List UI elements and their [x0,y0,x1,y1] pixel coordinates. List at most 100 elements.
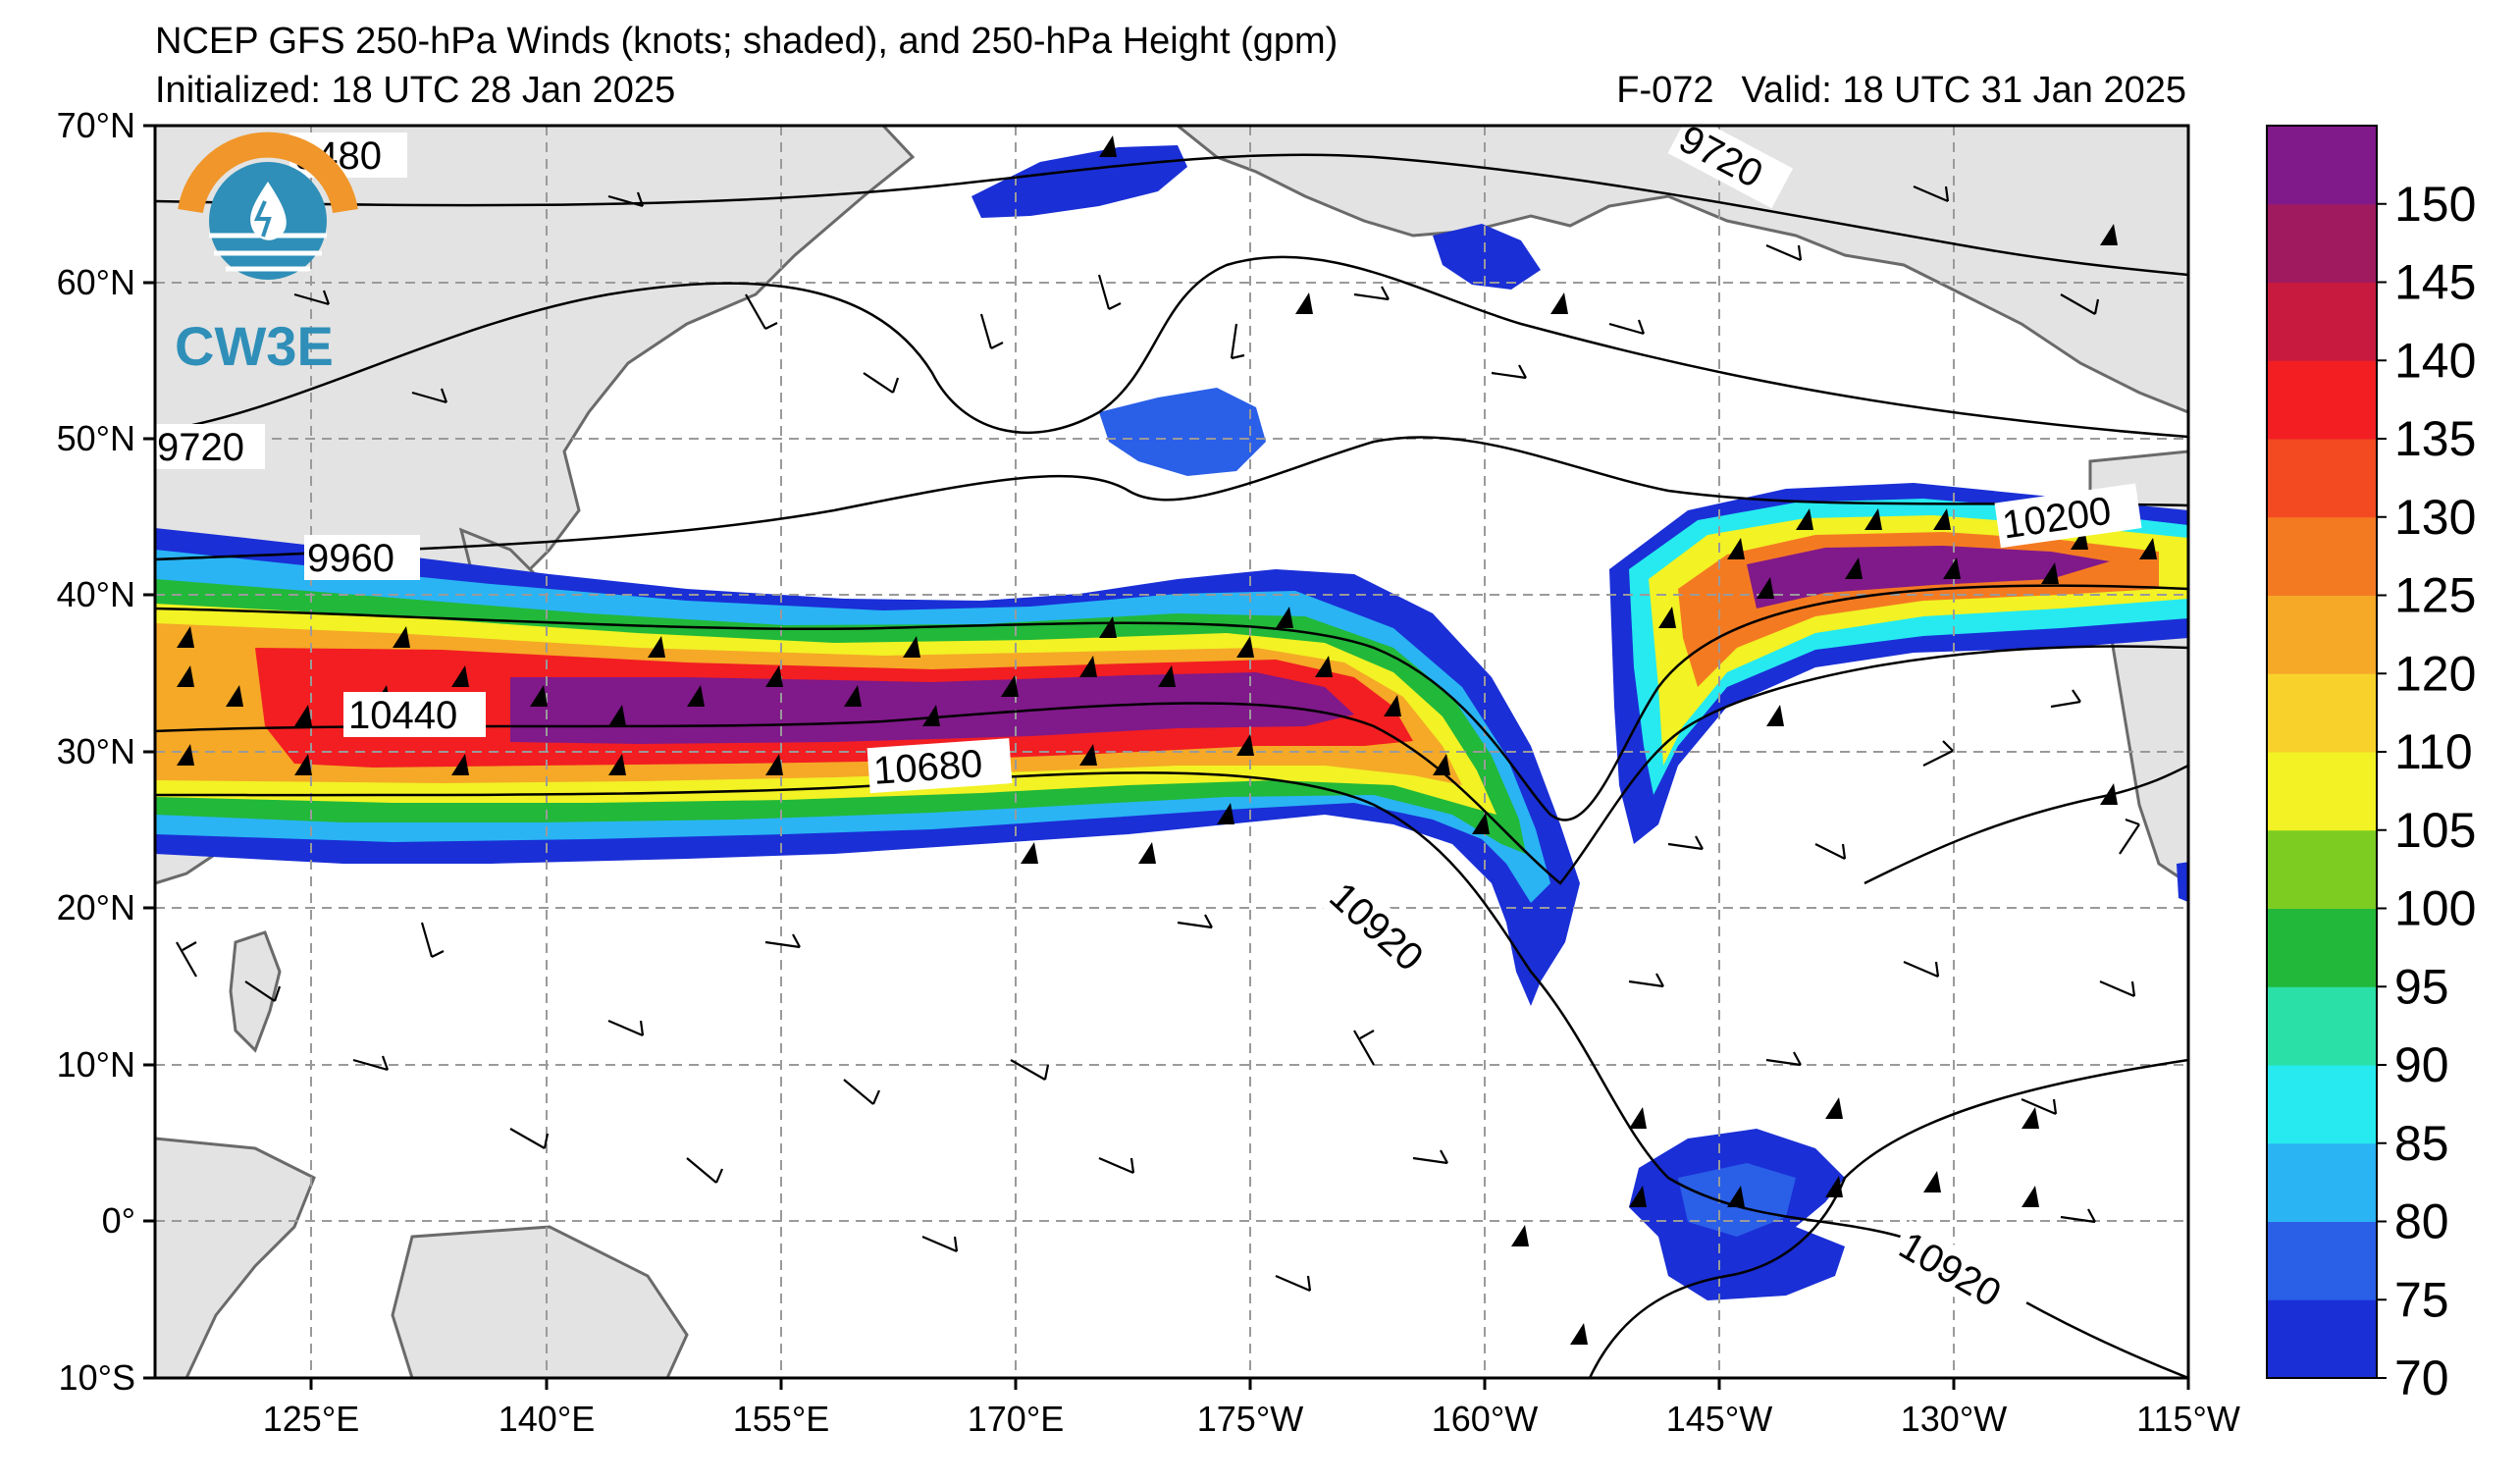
valid-time: Valid: 18 UTC 31 Jan 2025 [1741,70,2186,111]
colorbar-tick-label: 150 [2394,177,2476,232]
height-contour [155,584,2188,821]
wind-barb [2099,980,2136,998]
height-contour [1588,1058,2188,1378]
wind-barb [411,388,448,404]
colorbar-tick-label: 105 [2394,803,2476,858]
wind-pennant [1727,538,1745,559]
wind-barb [1628,973,1664,988]
wind-pennant [844,685,862,707]
wind-barb [1765,243,1803,262]
lon-label: 160°W [1432,1399,1538,1439]
wind-barb [1353,286,1390,301]
colorbar-tick-label: 90 [2394,1037,2449,1092]
wind-pennant [1511,1225,1529,1246]
wind-barb [764,933,801,949]
wind-pennant [608,705,626,726]
contour-label-9720-west: 9720 [155,424,265,469]
wind-pennant [177,665,194,687]
colorbar-swatch [2267,829,2377,909]
contour-label-text: 9720 [157,426,244,469]
colorbar-swatch [2267,360,2377,440]
wind-pennant [922,705,940,726]
wind-pennant [2139,538,2157,559]
colorbar-swatch [2267,126,2377,205]
map-title: NCEP GFS 250-hPa Winds (knots; shaded), … [155,21,1339,62]
lon-label: 130°W [1901,1399,2007,1439]
wind-barb [863,372,900,394]
wind-barb [1010,1059,1050,1081]
lon-label: 170°E [968,1399,1064,1439]
wind-pennant [1796,508,1813,530]
wind-pennant [177,744,194,766]
wind-barb [1412,1149,1448,1165]
colorbar-swatches [2267,126,2377,1379]
jet2-contour-150kt [1747,546,2110,609]
colorbar-tick-label: 125 [2394,568,2476,623]
colorbar-tick-label: 130 [2394,490,2476,545]
land-alaska [1175,126,2188,414]
wind-barb [1491,364,1527,380]
wind-pennant [1845,557,1863,579]
wind-barb [1765,1051,1802,1067]
wind-pennant [1825,1097,1843,1119]
lon-label: 140°E [499,1399,595,1439]
wind-pennants [177,135,2157,1345]
colorbar-tick-label: 140 [2394,333,2476,388]
wind-pennant [1433,754,1450,775]
colorbar-tick-label: 85 [2394,1116,2449,1171]
contour-label-9960: 9960 [304,535,420,580]
colorbar-swatch [2267,1221,2377,1300]
wind-pennant [1570,1323,1588,1345]
cw3e-logo: CW3E [175,132,358,377]
wind-barb [921,1235,959,1253]
lon-label: 145°W [1666,1399,1772,1439]
contour-label-text: 10680 [872,742,984,793]
land-indonesia [155,1137,316,1378]
wind-pennant [1295,292,1313,314]
colorbar-swatch [2267,673,2377,753]
colorbar-swatch [2267,203,2377,283]
height-contour [155,645,2188,885]
colorbar-swatch [2267,752,2377,831]
height-contour [155,255,2188,439]
colorbar-swatch [2267,439,2377,518]
blob-gulf [1433,224,1541,290]
wind-barb [352,1055,390,1072]
colorbar-swatch [2267,516,2377,596]
colorbar-tick-label: 110 [2394,724,2473,779]
wind-barb [2060,1208,2096,1224]
lat-label: 70°N [57,105,135,145]
wind-barb [293,290,331,306]
wind-barb [2119,818,2140,855]
lon-label: 155°E [733,1399,829,1439]
colorbar-tick-label: 70 [2394,1351,2449,1405]
blob-right-edge [2177,862,2188,903]
lat-label: 50°N [57,418,135,458]
axis-ticks [143,124,2190,1390]
wind-barb [1608,319,1646,336]
wind-barb [420,922,445,958]
wind-pennant [1079,656,1097,677]
wind-pennant [2100,224,2118,245]
wind-pennant [1825,1176,1843,1197]
lat-label: 10°N [57,1044,135,1085]
wind-pennant [1079,744,1097,766]
wind-pennant [1158,665,1176,687]
wind-pennant [648,636,665,658]
initialized-time: Initialized: 18 UTC 28 Jan 2025 [155,70,676,111]
valid-line: F-072 Valid: 18 UTC 31 Jan 2025 [1589,71,2186,110]
map-layers: 9480 9720 9720 9960 10440 10680 [155,126,2188,1378]
wind-barb [2060,293,2100,315]
wind-barb [1903,960,1940,979]
lon-label: 115°W [2136,1399,2240,1439]
wind-pennant [1864,508,1882,530]
wind-barb [1098,1156,1135,1175]
wind-pennant [294,754,312,775]
wind-pennant [1757,577,1774,599]
lat-label: 20°N [57,887,135,927]
contour-label-text: 10440 [348,694,457,737]
height-contour [1864,764,2188,885]
jet-shading [155,145,2188,1300]
lat-label: 10°S [59,1357,135,1398]
contour-label-10680: 10680 [866,738,1013,794]
